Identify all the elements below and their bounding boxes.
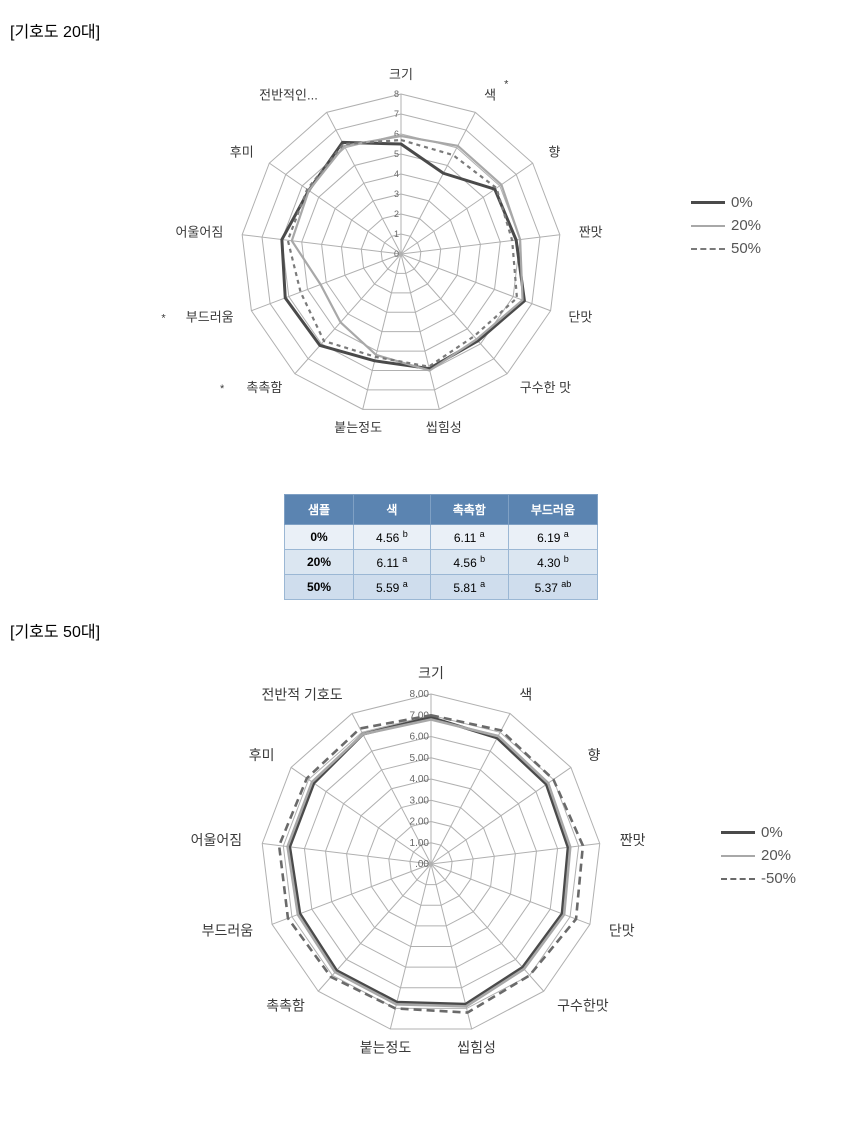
legend-item: -50% — [721, 870, 796, 887]
svg-text:4.00: 4.00 — [410, 774, 430, 785]
legend-item: 50% — [691, 240, 761, 257]
svg-text:*: * — [220, 383, 225, 395]
section1-title: [기호도 20대] — [10, 18, 862, 42]
svg-text:색: 색 — [484, 88, 496, 103]
table-cell: 5.37 ab — [508, 575, 597, 600]
legend-item: 20% — [721, 847, 796, 864]
chart2-legend: 0% 20% -50% — [721, 824, 796, 893]
table-header-row: 샘플 색 촉촉함 부드러움 — [284, 495, 597, 525]
svg-text:전반적 기호도: 전반적 기호도 — [261, 687, 342, 703]
svg-text:붙는정도: 붙는정도 — [334, 420, 382, 435]
table-cell: 6.11 a — [430, 525, 508, 550]
svg-text:향: 향 — [548, 144, 560, 159]
table-cell: 5.81 a — [430, 575, 508, 600]
table-cell: 6.11 a — [354, 550, 431, 575]
svg-text:후미: 후미 — [230, 144, 254, 159]
chart1-container: 012345678크기색*향짠맛단맛구수한 맛씹힘성붙는정도촉촉함*부드러움*어… — [91, 54, 791, 474]
table-cell: 4.30 b — [508, 550, 597, 575]
svg-text:후미: 후미 — [249, 747, 275, 763]
svg-text:0: 0 — [394, 249, 399, 259]
svg-text:8: 8 — [394, 89, 399, 99]
summary-table: 샘플 색 촉촉함 부드러움 0%4.56 b6.11 a6.19 a20%6.1… — [284, 494, 598, 600]
th-sample: 샘플 — [284, 495, 353, 525]
svg-text:7: 7 — [394, 109, 399, 119]
svg-text:8.00: 8.00 — [410, 689, 430, 700]
legend-item: 0% — [691, 194, 761, 211]
svg-text:5: 5 — [394, 149, 399, 159]
svg-text:부드러움: 부드러움 — [202, 922, 254, 938]
chart2-container: .001.002.003.004.005.006.007.008.00크기색향짠… — [91, 654, 791, 1094]
svg-text:크기: 크기 — [418, 665, 444, 681]
table-cell-sample: 0% — [284, 525, 353, 550]
svg-text:1: 1 — [394, 229, 399, 239]
svg-text:씹힘성: 씹힘성 — [457, 1040, 496, 1056]
table-cell: 5.59 a — [354, 575, 431, 600]
svg-text:1.00: 1.00 — [410, 838, 430, 849]
svg-text:짠맛: 짠맛 — [579, 224, 603, 239]
svg-text:씹힘성: 씹힘성 — [426, 420, 462, 435]
svg-text:부드러움: 부드러움 — [186, 309, 234, 324]
svg-text:2: 2 — [394, 209, 399, 219]
svg-text:3.00: 3.00 — [410, 795, 430, 806]
svg-text:구수한 맛: 구수한 맛 — [520, 380, 571, 395]
th-moist: 촉촉함 — [430, 495, 508, 525]
svg-text:2.00: 2.00 — [410, 817, 430, 828]
svg-text:단맛: 단맛 — [609, 922, 635, 938]
svg-text:*: * — [161, 312, 166, 324]
radar-chart-20s: 012345678크기색*향짠맛단맛구수한 맛씹힘성붙는정도촉촉함*부드러움*어… — [91, 54, 791, 474]
legend-item: 0% — [721, 824, 796, 841]
chart1-legend: 0% 20% 50% — [691, 194, 761, 263]
table-row: 20%6.11 a4.56 b4.30 b — [284, 550, 597, 575]
svg-text:5.00: 5.00 — [410, 753, 430, 764]
svg-text:촉촉함: 촉촉함 — [266, 997, 305, 1013]
svg-text:단맛: 단맛 — [568, 309, 592, 324]
svg-text:전반적인...: 전반적인... — [259, 88, 318, 103]
table-cell-sample: 50% — [284, 575, 353, 600]
svg-text:*: * — [504, 79, 509, 91]
svg-text:4: 4 — [394, 169, 399, 179]
table-cell: 6.19 a — [508, 525, 597, 550]
table-row: 50%5.59 a5.81 a5.37 ab — [284, 575, 597, 600]
legend-item: 20% — [691, 217, 761, 234]
table-cell: 4.56 b — [354, 525, 431, 550]
svg-text:크기: 크기 — [389, 67, 413, 82]
table-cell-sample: 20% — [284, 550, 353, 575]
table-row: 0%4.56 b6.11 a6.19 a — [284, 525, 597, 550]
svg-text:구수한맛: 구수한맛 — [557, 997, 609, 1013]
svg-text:향: 향 — [588, 747, 601, 763]
svg-text:.00: .00 — [415, 859, 429, 870]
section2-title: [기호도 50대] — [10, 618, 862, 642]
radar-chart-50s: .001.002.003.004.005.006.007.008.00크기색향짠… — [91, 654, 821, 1094]
svg-text:색: 색 — [519, 687, 532, 703]
svg-text:어울어짐: 어울어짐 — [191, 832, 243, 848]
th-soft: 부드러움 — [508, 495, 597, 525]
svg-text:어울어짐: 어울어짐 — [175, 224, 223, 239]
table-cell: 4.56 b — [430, 550, 508, 575]
svg-text:촉촉함: 촉촉함 — [246, 380, 282, 395]
th-color: 색 — [354, 495, 431, 525]
svg-text:짠맛: 짠맛 — [620, 832, 646, 848]
svg-text:붙는정도: 붙는정도 — [360, 1040, 412, 1056]
svg-text:6.00: 6.00 — [410, 732, 430, 743]
svg-text:3: 3 — [394, 189, 399, 199]
